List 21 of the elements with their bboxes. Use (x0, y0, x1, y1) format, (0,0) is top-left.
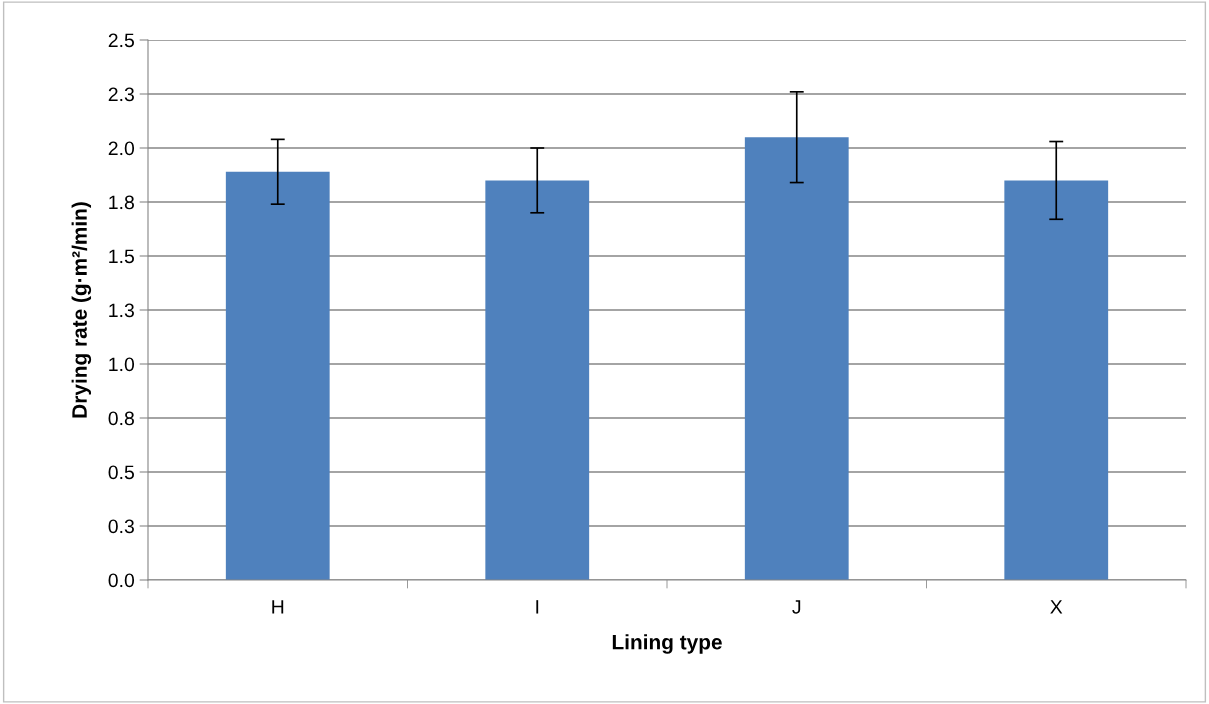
x-axis-title: Lining type (612, 634, 722, 654)
y-tick-label: 1.8 (109, 195, 134, 210)
y-tick-label: 0.0 (108, 573, 135, 588)
bar (744, 137, 849, 580)
y-tick-label: 2.0 (108, 141, 135, 156)
y-tick-label: 1.3 (109, 303, 134, 318)
y-axis-title: Drying rate (g·m²/min) (71, 202, 92, 418)
x-tick-label: X (1050, 600, 1063, 614)
y-tick-label: 2.3 (108, 87, 134, 102)
bar (485, 180, 590, 580)
y-tick-label: 1.0 (109, 357, 135, 372)
x-tick-label: H (272, 600, 284, 614)
bar (1004, 180, 1109, 580)
y-tick-label: 0.5 (108, 465, 134, 480)
y-tick-label: 2.5 (108, 33, 134, 48)
x-tick-label: J (792, 600, 801, 614)
y-tick-label: 1.5 (109, 249, 134, 264)
y-tick-label: 0.8 (108, 411, 134, 426)
y-tick-label: 0.3 (108, 519, 134, 534)
x-tick-label: I (536, 600, 539, 614)
bar (225, 171, 330, 580)
